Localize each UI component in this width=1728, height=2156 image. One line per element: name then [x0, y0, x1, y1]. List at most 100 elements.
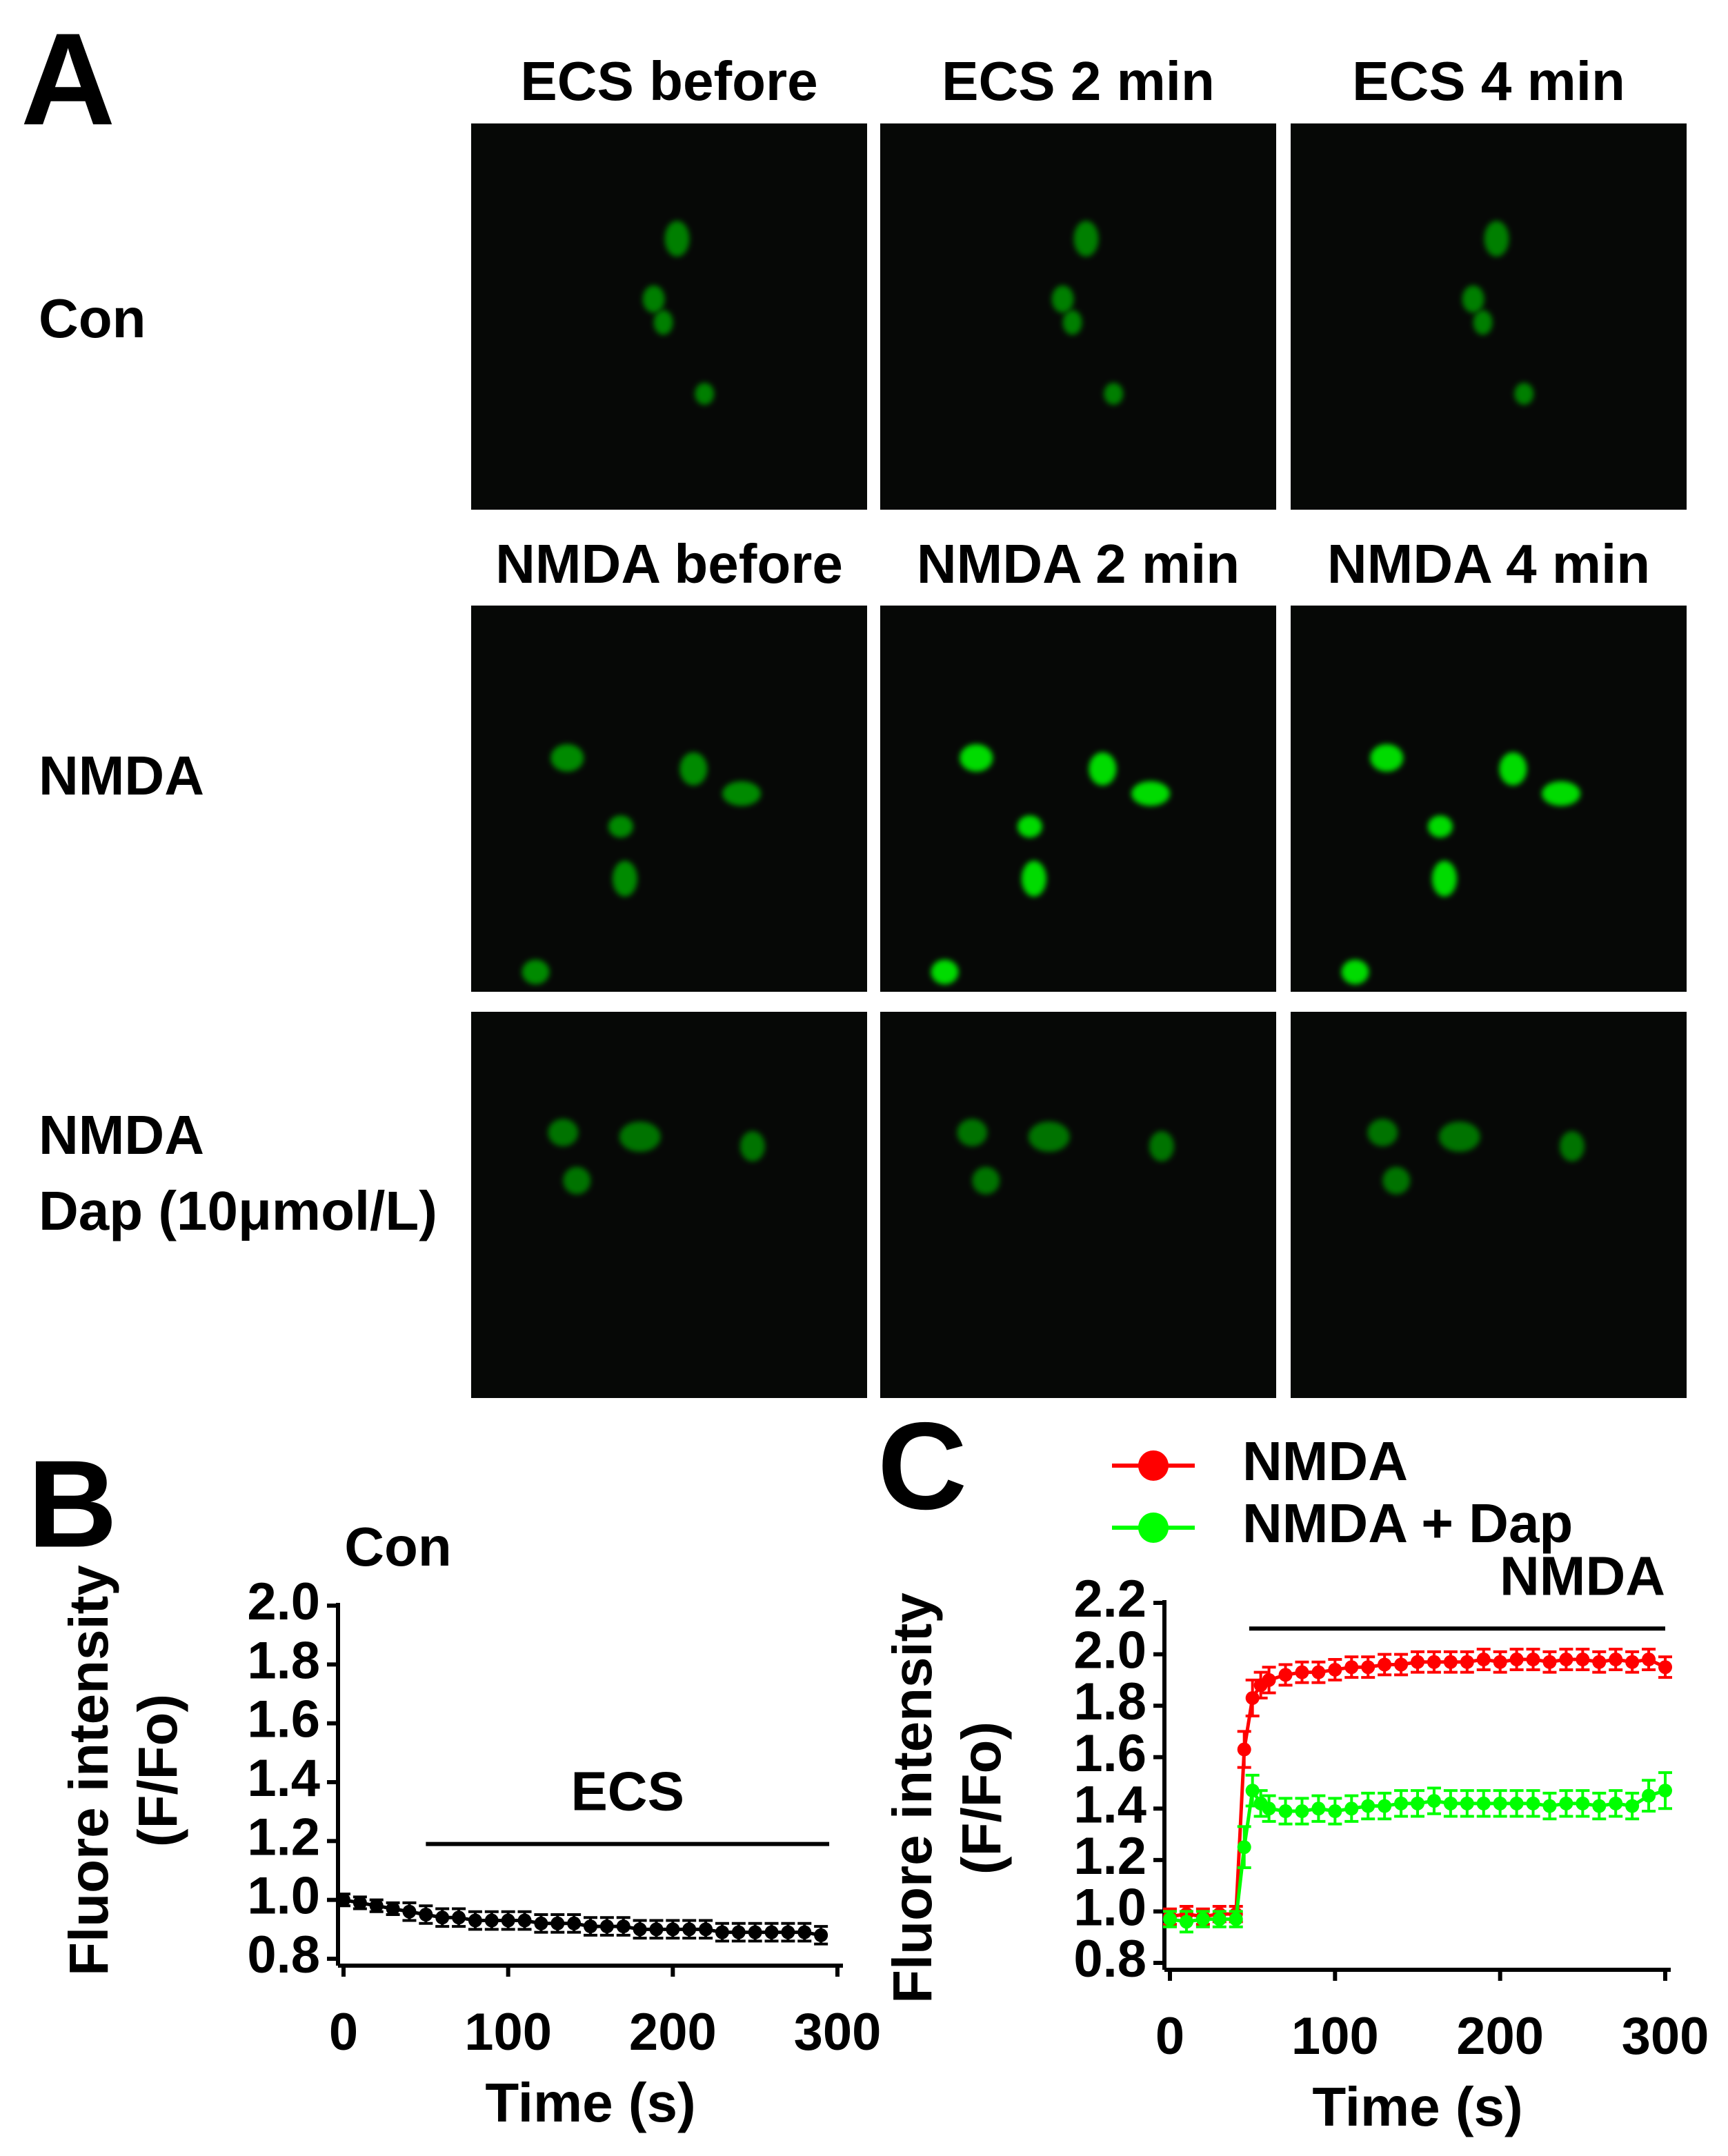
data-point — [715, 1925, 729, 1939]
cell — [1028, 1121, 1070, 1152]
data-point — [1195, 1912, 1210, 1926]
cell — [1017, 815, 1042, 838]
data-point — [1394, 1657, 1409, 1672]
cell — [548, 1119, 579, 1147]
data-point — [797, 1925, 812, 1939]
data-point — [599, 1919, 614, 1934]
image-background — [880, 606, 1276, 992]
row-label: NMDA — [39, 745, 204, 806]
data-point — [1344, 1801, 1359, 1816]
data-point — [1311, 1801, 1326, 1816]
data-point — [402, 1904, 417, 1919]
row-label: Con — [39, 288, 146, 349]
cell — [1382, 1166, 1411, 1195]
y-tick-label: 1.8 — [1073, 1673, 1146, 1731]
y-tick-label: 2.0 — [1073, 1621, 1146, 1680]
data-point — [1526, 1796, 1540, 1810]
micrograph — [471, 1012, 867, 1398]
cell — [1021, 861, 1046, 897]
cell — [1367, 1119, 1398, 1147]
image-background — [880, 1012, 1276, 1398]
x-tick-label: 0 — [1155, 2007, 1184, 2066]
data-point — [1378, 1657, 1392, 1672]
image-background — [1291, 1012, 1687, 1398]
data-point — [633, 1922, 647, 1937]
legend-label: NMDA + Dap — [1242, 1493, 1573, 1554]
data-point — [1237, 1742, 1251, 1757]
series-line — [1169, 1657, 1667, 1919]
data-point — [1559, 1653, 1573, 1667]
data-point — [1559, 1796, 1573, 1810]
data-point — [1295, 1665, 1309, 1679]
data-point — [1229, 1912, 1243, 1926]
data-point — [468, 1913, 482, 1928]
column-title: NMDA 2 min — [917, 533, 1240, 595]
panel-label: C — [877, 1397, 967, 1536]
data-point — [731, 1925, 746, 1939]
data-point — [1592, 1655, 1607, 1669]
y-tick-label: 2.2 — [1073, 1570, 1146, 1628]
y-tick-label: 1.4 — [1073, 1775, 1146, 1834]
data-point — [1493, 1655, 1507, 1669]
data-point — [1642, 1788, 1656, 1803]
data-point — [1237, 1840, 1251, 1855]
cell — [1473, 310, 1493, 335]
data-point — [1411, 1655, 1424, 1669]
y-axis-label: (F/Fo) — [951, 1721, 1012, 1875]
data-point — [1262, 1801, 1276, 1816]
y-tick-label: 0.8 — [1073, 1930, 1146, 1988]
cell — [1431, 861, 1457, 897]
data-point — [649, 1922, 664, 1937]
legend-marker — [1138, 1513, 1169, 1543]
data-point — [1427, 1655, 1441, 1669]
cell — [563, 1166, 591, 1195]
cell — [642, 285, 665, 313]
annotation-label: NMDA — [1500, 1545, 1665, 1606]
data-point — [1609, 1653, 1623, 1667]
data-point — [1411, 1796, 1424, 1810]
x-tick-label: 100 — [1291, 2007, 1379, 2066]
data-point — [1245, 1690, 1260, 1705]
data-point — [1361, 1799, 1376, 1813]
x-tick-label: 200 — [629, 2003, 717, 2062]
cell — [608, 815, 633, 838]
micrograph — [880, 606, 1276, 992]
data-point — [1245, 1784, 1260, 1798]
data-point — [517, 1913, 532, 1928]
data-point — [1592, 1799, 1607, 1813]
cell — [1131, 781, 1170, 806]
cell — [1428, 815, 1453, 838]
x-axis-label: Time (s) — [485, 2072, 695, 2133]
data-point — [1476, 1796, 1491, 1810]
micrograph — [1291, 1012, 1687, 1398]
x-tick-label: 200 — [1456, 2007, 1544, 2066]
column-title: ECS before — [520, 50, 817, 112]
image-background — [471, 1012, 867, 1398]
legend-marker — [1138, 1450, 1169, 1481]
data-point — [1427, 1794, 1441, 1808]
cell — [679, 752, 708, 786]
micrograph — [1291, 606, 1687, 992]
column-title: NMDA before — [495, 533, 843, 595]
data-point — [1460, 1796, 1474, 1810]
panel-label: B — [28, 1435, 117, 1574]
data-point — [1625, 1655, 1640, 1669]
data-point — [1509, 1796, 1524, 1810]
cell — [550, 743, 584, 772]
data-point — [1542, 1799, 1557, 1813]
cell — [1341, 959, 1369, 985]
cell — [612, 861, 637, 897]
cell — [1484, 221, 1509, 257]
data-point — [550, 1916, 565, 1930]
data-point — [1493, 1796, 1507, 1810]
cell — [1499, 752, 1527, 786]
row-label: Dap (10μmol/L) — [39, 1180, 437, 1241]
cell — [695, 383, 715, 405]
data-point — [1344, 1660, 1359, 1675]
cell — [960, 743, 993, 772]
cell — [1104, 383, 1124, 405]
cell — [740, 1131, 765, 1161]
data-point — [1212, 1912, 1227, 1926]
data-point — [1443, 1655, 1458, 1669]
